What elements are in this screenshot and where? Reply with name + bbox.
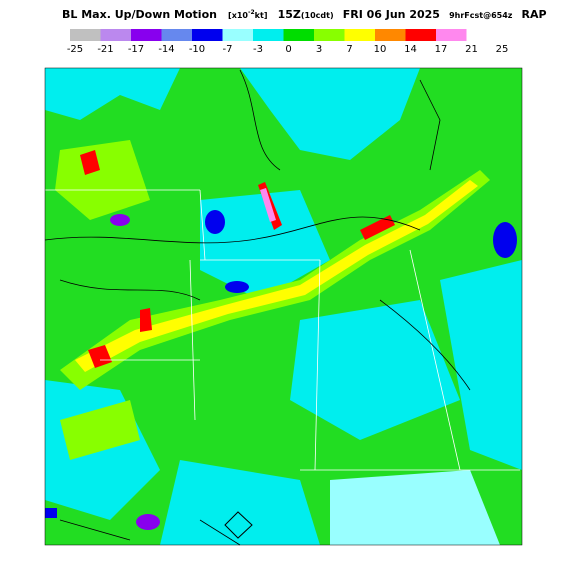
field-area	[45, 68, 180, 120]
legend-level: 25	[496, 44, 509, 55]
legend-level: 3	[316, 44, 322, 55]
valid-time: 15Z	[278, 8, 301, 21]
field-area	[330, 470, 500, 545]
field-spot	[493, 222, 517, 258]
field-band	[60, 170, 490, 390]
field-spot	[360, 215, 395, 240]
legend-swatch	[100, 29, 131, 41]
legend-level: -3	[253, 44, 263, 55]
field-spot	[88, 345, 112, 368]
field-spot	[260, 188, 276, 222]
field-area	[440, 260, 522, 470]
contour-line	[44, 69, 471, 546]
legend-level: 0	[285, 44, 291, 55]
field-band	[75, 180, 478, 372]
field-spot	[45, 508, 57, 518]
legend-swatch	[314, 29, 345, 41]
legend-swatch	[192, 29, 223, 41]
field-area	[55, 140, 150, 220]
units-close: kt]	[255, 11, 268, 20]
legend-level: 21	[465, 44, 478, 55]
legend-level: -25	[67, 44, 83, 55]
field-spot	[110, 214, 130, 226]
field-area	[60, 400, 140, 460]
legend-level: -7	[223, 44, 233, 55]
field-spot	[80, 150, 100, 175]
legend-swatch	[253, 29, 284, 41]
field-spot	[205, 210, 225, 234]
field-spot	[140, 308, 152, 332]
legend-swatch	[344, 29, 375, 41]
legend-level: 14	[404, 44, 417, 55]
state-boundary	[45, 189, 520, 471]
units: [x10	[228, 11, 248, 20]
legend-level: -21	[97, 44, 113, 55]
legend-level: -10	[189, 44, 205, 55]
legend-swatch	[283, 29, 314, 41]
map-field	[44, 67, 523, 546]
legend-swatch	[375, 29, 406, 41]
title-text: BL Max. Up/Down Motion	[62, 8, 217, 21]
forecast: 9hrFcst@654z	[449, 11, 513, 20]
map-frame	[44, 67, 523, 546]
legend-level: -17	[128, 44, 144, 55]
legend-level: 10	[374, 44, 387, 55]
units-exponent: -2	[248, 9, 255, 16]
legend-swatch	[436, 29, 467, 41]
legend-level: 7	[346, 44, 352, 55]
local-time: (10cdt)	[301, 11, 334, 20]
model: RAP	[522, 8, 547, 21]
field-spot	[136, 514, 160, 530]
field-spot	[225, 281, 249, 293]
title: BL Max. Up/Down Motion [x10-2kt] 15Z(10c…	[62, 3, 547, 22]
legend-swatch	[70, 29, 101, 41]
field-area	[240, 68, 420, 160]
date: FRI 06 Jun 2025	[343, 8, 440, 21]
legend-level: 17	[435, 44, 448, 55]
legend-swatch	[161, 29, 192, 41]
field-area	[200, 190, 330, 300]
legend-swatch	[222, 29, 253, 41]
legend-level: -14	[158, 44, 174, 55]
legend-swatch	[131, 29, 162, 41]
color-legend: -25 -21 -17 -14 -10 -7 -3 0 3 7 10 14 17 21 25	[67, 29, 509, 55]
field-area	[160, 460, 320, 545]
legend-swatch	[405, 29, 436, 41]
field-area	[290, 300, 460, 440]
contour-line	[224, 511, 253, 539]
